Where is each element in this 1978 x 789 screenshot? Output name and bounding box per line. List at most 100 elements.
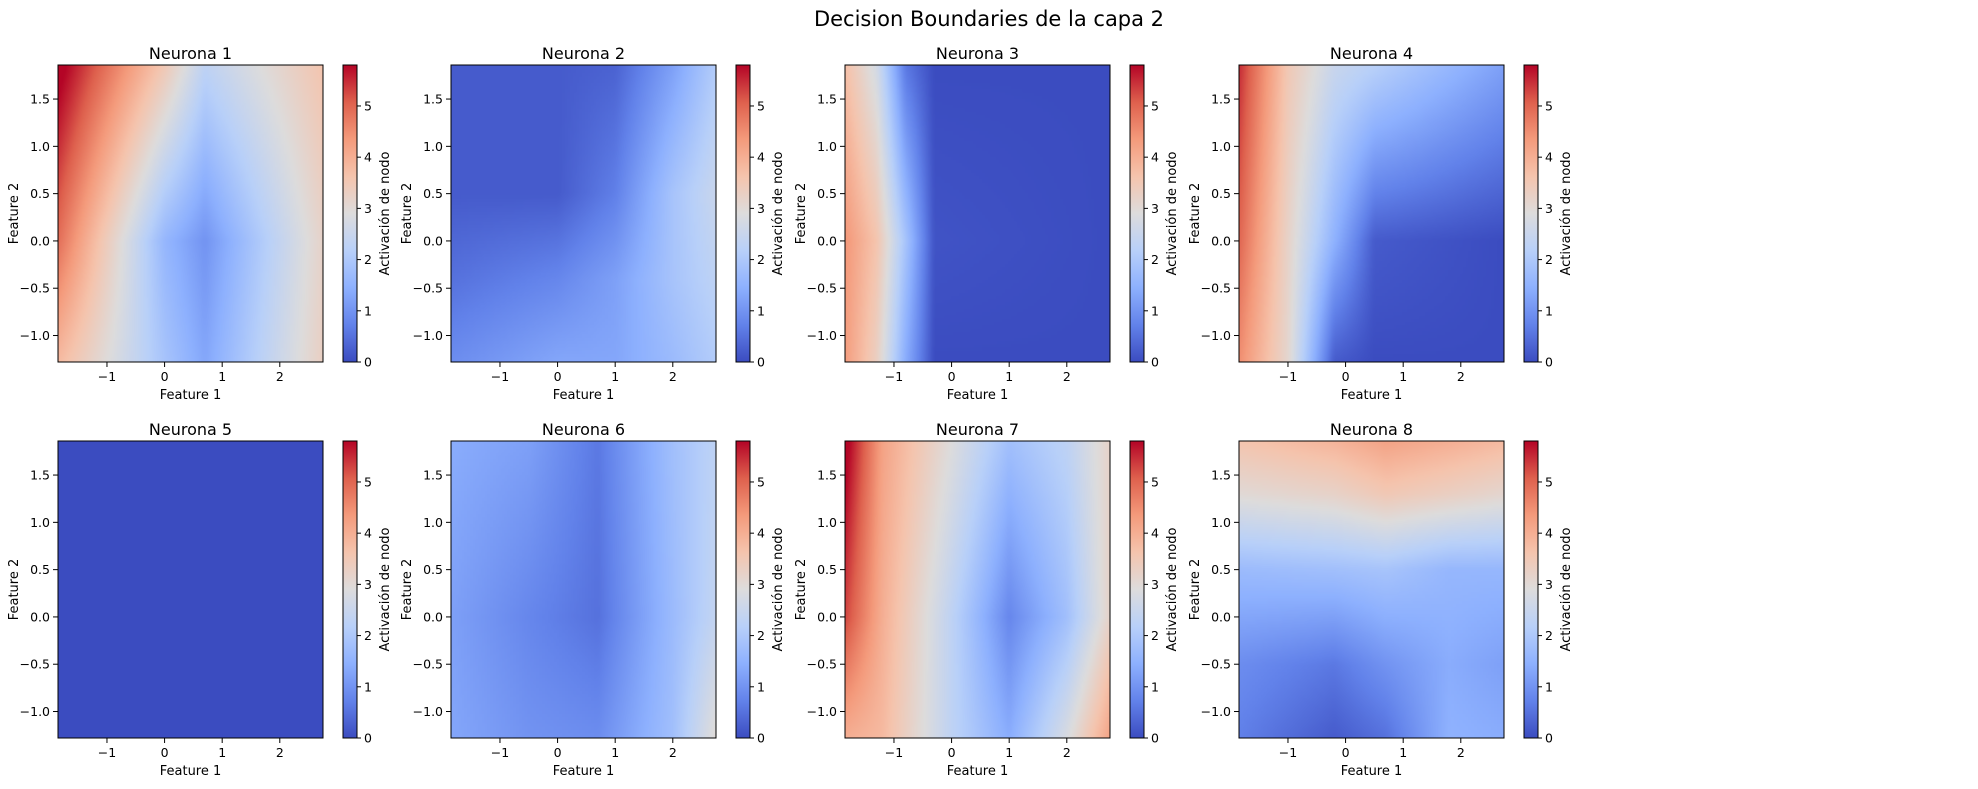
colorbar-label: Activación de nodo [771,151,786,275]
y-tick-label: −1.0 [413,704,443,719]
y-tick-label: 1.5 [423,468,443,483]
colorbar-tick-label: 1 [1545,303,1553,318]
x-tick-label: 0 [161,745,169,760]
y-tick-label: 1.0 [1211,139,1231,154]
x-tick-label: −1 [491,745,509,760]
figure-title: Decision Boundaries de la capa 2 [814,7,1164,31]
y-tick-label: 1.0 [30,139,50,154]
colorbar [1523,440,1539,739]
colorbar-tick-label: 5 [1151,474,1159,489]
colorbar-tick-label: 3 [364,577,372,592]
colorbar [1523,64,1539,363]
x-axis-label: Feature 1 [160,388,222,403]
y-tick-label: 0.0 [817,609,837,624]
y-axis-label: Feature 2 [1188,559,1203,621]
y-tick-label: −0.5 [807,281,837,296]
y-tick-label: 1.5 [817,92,837,107]
colorbar-label: Activación de nodo [378,527,393,651]
x-tick-label: −1 [98,369,116,384]
x-tick-label: −1 [98,745,116,760]
y-tick-label: 1.0 [30,515,50,530]
y-tick-label: −0.5 [413,657,443,672]
y-tick-label: 1.5 [1211,92,1231,107]
y-axis-label: Feature 2 [794,559,809,621]
colorbar-label: Activación de nodo [1165,151,1180,275]
x-tick-label: 1 [611,369,619,384]
plot-frame [57,64,324,363]
y-tick-label: 1.5 [817,468,837,483]
colorbar-tick-label: 2 [364,628,372,643]
colorbar-tick-label: 1 [757,303,765,318]
colorbar-tick-label: 3 [757,201,765,216]
panel-title: Neurona 4 [1330,44,1413,63]
y-tick-label: −1.0 [1201,328,1231,343]
colorbar-tick-label: 2 [1151,628,1159,643]
colorbar-tick-label: 0 [1151,731,1159,746]
y-tick-label: −1.0 [807,704,837,719]
panel-7: Neurona 7 −1 0 1 2 −1.0 −0.5 0.0 0.5 1.0 1.5 Featur… [794,420,1180,779]
x-tick-label: 2 [1063,745,1071,760]
panel-title: Neurona 8 [1330,420,1413,439]
y-tick-label: 1.0 [817,515,837,530]
colorbar-tick-label: 0 [757,355,765,370]
colorbar-tick-label: 2 [1545,628,1553,643]
y-axis-label: Feature 2 [1188,183,1203,245]
plot-frame [1238,64,1505,363]
colorbar-tick-label: 5 [364,474,372,489]
colorbar-tick-label: 4 [1151,526,1159,541]
x-tick-label: 1 [1005,745,1013,760]
colorbar-tick-label: 2 [757,628,765,643]
y-tick-label: 0.5 [423,186,443,201]
colorbar-tick-label: 1 [1151,303,1159,318]
colorbar-tick-label: 0 [1545,731,1553,746]
panel-5: Neurona 5 −1 0 1 2 −1.0 −0.5 0.0 0.5 1.0 1.5 Featur… [7,420,393,779]
colorbar-label: Activación de nodo [1165,527,1180,651]
colorbar [1129,64,1145,363]
x-axis-label: Feature 1 [947,764,1009,779]
y-tick-label: 0.0 [30,609,50,624]
colorbar-tick-label: 3 [1545,577,1553,592]
y-axis-label: Feature 2 [400,183,415,245]
colorbar-tick-label: 5 [757,98,765,113]
colorbar-tick-label: 4 [757,150,765,165]
heatmap-image [1239,65,1504,362]
y-tick-label: −1.0 [807,328,837,343]
x-tick-label: 1 [218,745,226,760]
x-axis-label: Feature 1 [553,388,615,403]
panel-8: Neurona 8 −1 0 1 2 −1.0 −0.5 0.0 0.5 1.0 1.5 Featur… [1188,420,1574,779]
colorbar-tick-label: 4 [757,526,765,541]
x-tick-label: 2 [276,369,284,384]
x-tick-label: 2 [1063,369,1071,384]
x-tick-label: 1 [1005,369,1013,384]
panel-title: Neurona 5 [149,420,232,439]
colorbar-tick-label: 4 [1545,526,1553,541]
x-tick-label: 0 [554,745,562,760]
colorbar-tick-label: 2 [1545,252,1553,267]
colorbar-label: Activación de nodo [1559,527,1574,651]
y-tick-label: 1.0 [1211,515,1231,530]
colorbar [1129,440,1145,739]
colorbar-tick-label: 4 [364,526,372,541]
y-tick-label: 0.5 [30,562,50,577]
colorbar-tick-label: 1 [364,303,372,318]
x-tick-label: 2 [1457,369,1465,384]
y-tick-label: −1.0 [1201,704,1231,719]
y-tick-label: 1.5 [30,468,50,483]
colorbar-tick-label: 5 [1545,474,1553,489]
colorbar [342,64,358,363]
plot-frame [844,64,1111,363]
y-tick-label: −0.5 [1201,657,1231,672]
x-tick-label: 2 [1457,745,1465,760]
panel-3: Neurona 3 −1 0 1 2 −1.0 −0.5 0.0 0.5 1.0 1.5 Featur… [794,44,1180,403]
y-tick-label: −0.5 [20,657,50,672]
x-tick-label: −1 [1279,745,1297,760]
y-tick-label: 1.0 [423,139,443,154]
panel-6: Neurona 6 −1 0 1 2 −1.0 −0.5 0.0 0.5 1.0 1.5 Featur… [400,420,786,779]
x-axis-label: Feature 1 [1341,388,1403,403]
heatmap-image [845,441,1110,738]
y-tick-label: −0.5 [20,281,50,296]
x-tick-label: 1 [1399,745,1407,760]
colorbar-tick-label: 3 [1151,577,1159,592]
heatmap-image [58,441,323,738]
x-axis-label: Feature 1 [553,764,615,779]
